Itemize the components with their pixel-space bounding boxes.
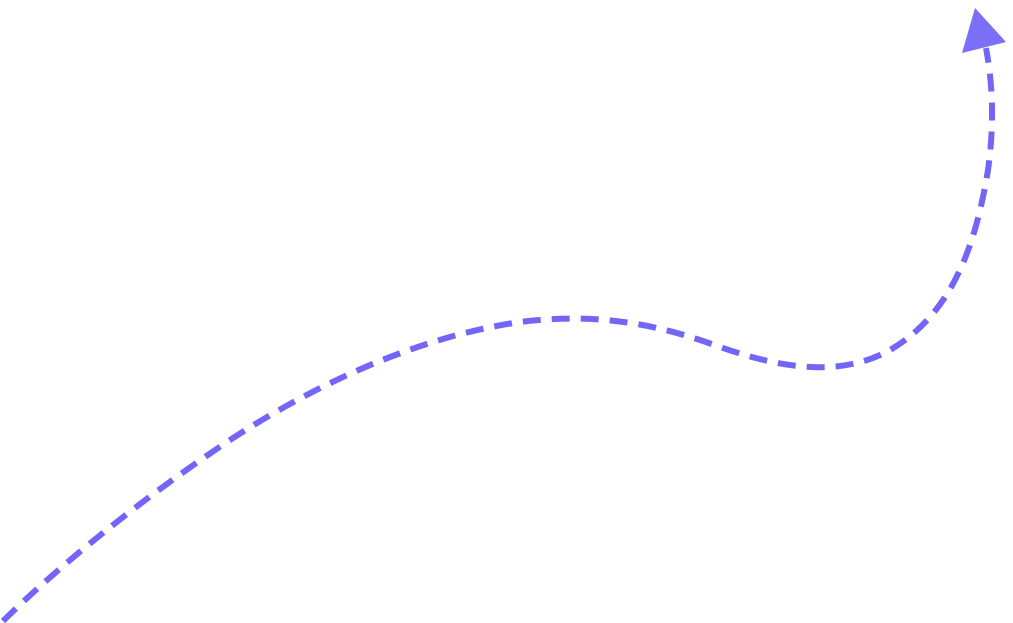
arrow-dashed-path xyxy=(0,47,996,623)
arrowhead-icon xyxy=(962,8,1006,53)
